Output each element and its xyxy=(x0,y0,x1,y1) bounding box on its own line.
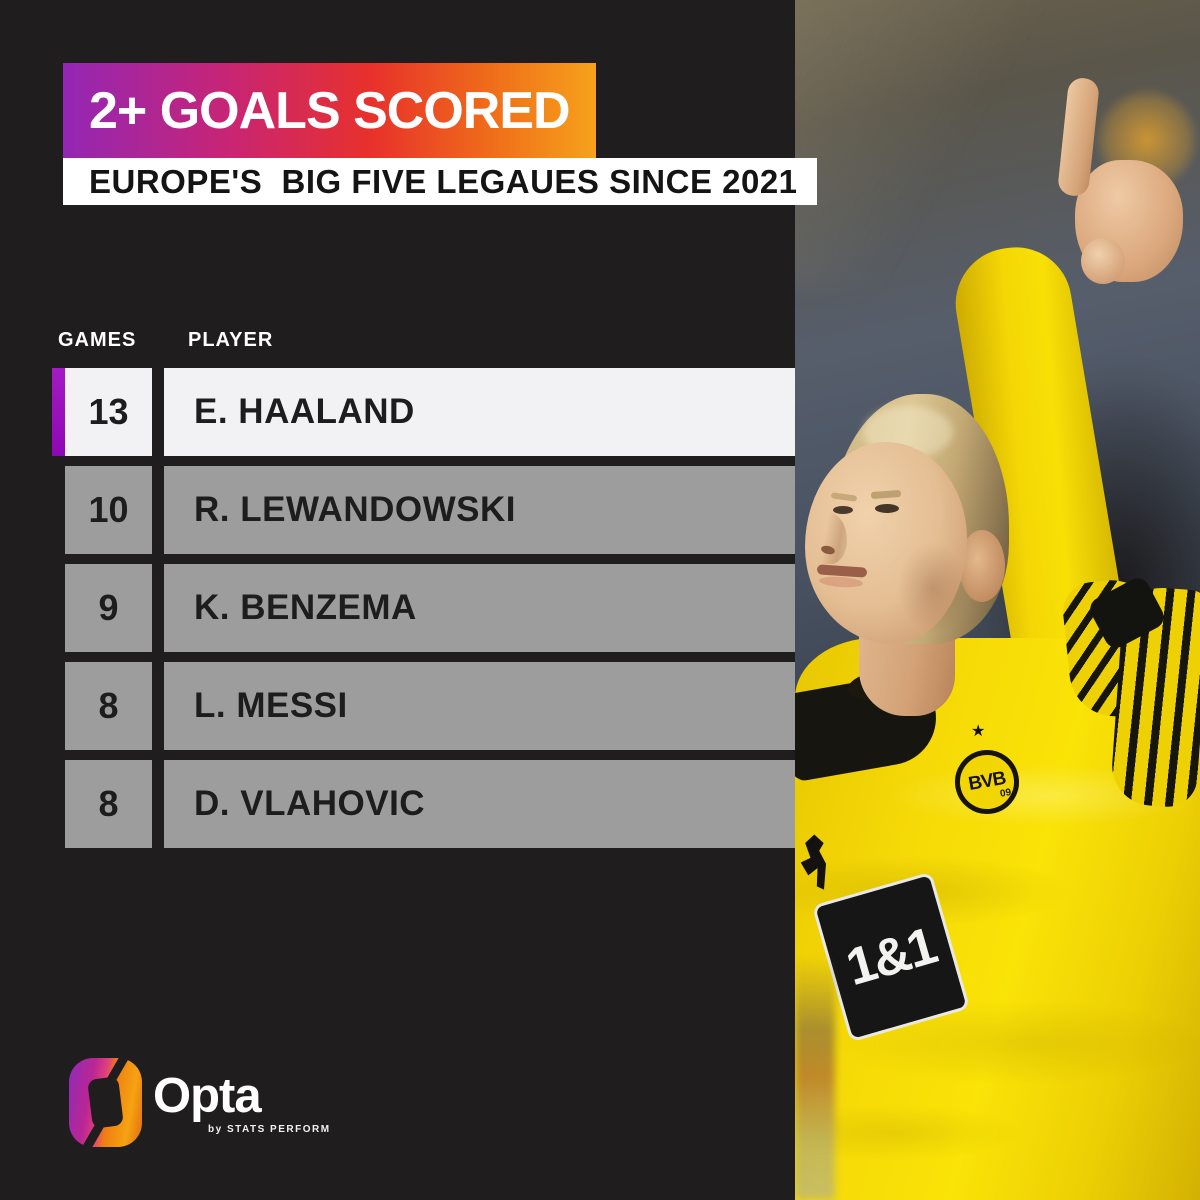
club-badge-number: 09 xyxy=(999,787,1013,800)
subtitle-banner: EUROPE'S BIG FIVE LEGAUES SINCE 2021 xyxy=(63,158,817,205)
player-cell: K. BENZEMA xyxy=(164,564,795,652)
games-column-header: GAMES xyxy=(58,329,137,351)
player-face xyxy=(805,442,967,644)
player-cell: E. HAALAND xyxy=(164,368,795,456)
table-row: 9 K. BENZEMA xyxy=(65,564,795,652)
hand-thumb xyxy=(1081,238,1125,284)
star-icon: ★ xyxy=(971,723,986,740)
eye-left xyxy=(833,506,853,514)
title-banner: 2+ GOALS SCORED xyxy=(63,63,596,158)
games-cell: 10 xyxy=(65,466,152,554)
stats-table: 13 E. HAALAND 10 R. LEWANDOWSKI 9 K. BEN… xyxy=(52,368,795,848)
background-light-streak xyxy=(795,0,1055,290)
player-cell: D. VLAHOVIC xyxy=(164,760,795,848)
eye-right xyxy=(875,504,899,513)
opta-logo-icon xyxy=(69,1053,142,1152)
games-cell: 9 xyxy=(65,564,152,652)
jersey-sponsor-label: 1&1 xyxy=(840,916,942,998)
opta-ring-hole xyxy=(87,1076,124,1129)
opta-tagline: by STATS PERFORM xyxy=(208,1124,331,1135)
background-blur-strip xyxy=(795,956,835,1200)
table-row: 8 D. VLAHOVIC xyxy=(65,760,795,848)
table-header-row: GAMES PLAYER xyxy=(58,329,758,353)
player-head xyxy=(801,394,1016,724)
games-cell: 13 xyxy=(65,368,152,456)
player-nose xyxy=(811,512,847,564)
player-cell: L. MESSI xyxy=(164,662,795,750)
games-cell: 8 xyxy=(65,760,152,848)
highlight-stripe xyxy=(52,368,65,456)
page-subtitle: EUROPE'S BIG FIVE LEGAUES SINCE 2021 xyxy=(89,162,798,200)
table-row: 8 L. MESSI xyxy=(65,662,795,750)
opta-wordmark: Opta xyxy=(153,1069,262,1123)
page-title: 2+ GOALS SCORED xyxy=(89,81,571,140)
player-photo: ★ BVB 09 1&1 xyxy=(795,0,1200,1200)
player-column-header: PLAYER xyxy=(188,329,274,351)
jaw-shadow xyxy=(897,542,969,634)
player-cell: R. LEWANDOWSKI xyxy=(164,466,795,554)
table-row: 13 E. HAALAND xyxy=(52,368,795,456)
games-cell: 8 xyxy=(65,662,152,750)
table-row: 10 R. LEWANDOWSKI xyxy=(65,466,795,554)
